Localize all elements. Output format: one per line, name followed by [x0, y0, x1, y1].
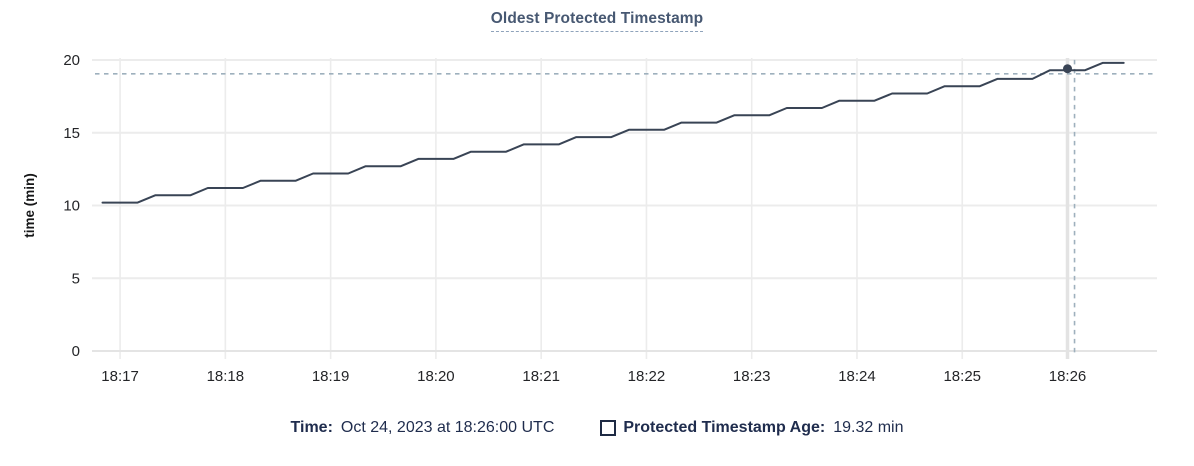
x-tick-label: 18:17: [101, 368, 139, 385]
chart-title-wrap: Oldest Protected Timestamp: [0, 10, 1194, 32]
y-tick-label: 15: [63, 125, 80, 142]
y-tick-label: 20: [63, 52, 80, 69]
y-axis-title: time (min): [22, 173, 37, 238]
y-tick-label: 5: [72, 270, 80, 287]
x-tick-label: 18:20: [417, 368, 455, 385]
series-toggle-swatch-icon[interactable]: [600, 420, 617, 436]
line-chart[interactable]: 18:17 18:18 18:19 18:20 18:21 18:22 18:23 18:24…: [0, 0, 1194, 400]
x-tick-label: 18:25: [943, 368, 981, 385]
series-value-label: 19.32 min: [833, 419, 904, 436]
data-line-protected-timestamp-age: [101, 61, 1125, 204]
x-tick-label: 18:22: [628, 368, 666, 385]
x-tick-label: 18:21: [522, 368, 560, 385]
x-tick-label: 18:23: [733, 368, 771, 385]
x-tick-label: 18:24: [838, 368, 876, 385]
hovered-point-dot: [1063, 64, 1073, 74]
y-tick-label: 10: [63, 198, 80, 215]
chart-legend: Time: Oct 24, 2023 at 18:26:00 UTC Prote…: [0, 419, 1194, 437]
y-tick-label: 0: [72, 343, 80, 360]
series-legend-item: Protected Timestamp Age: 19.32 min: [600, 419, 903, 437]
series-key-label: Protected Timestamp Age:: [623, 419, 826, 436]
chart-title[interactable]: Oldest Protected Timestamp: [490, 10, 704, 32]
x-tick-label: 18:18: [207, 368, 245, 385]
time-key-label: Time:: [290, 419, 333, 436]
hover-time-readout: Time: Oct 24, 2023 at 18:26:00 UTC: [291, 419, 555, 437]
time-value-label: Oct 24, 2023 at 18:26:00 UTC: [340, 419, 555, 436]
x-tick-label: 18:26: [1049, 368, 1087, 385]
x-tick-label: 18:19: [312, 368, 350, 385]
